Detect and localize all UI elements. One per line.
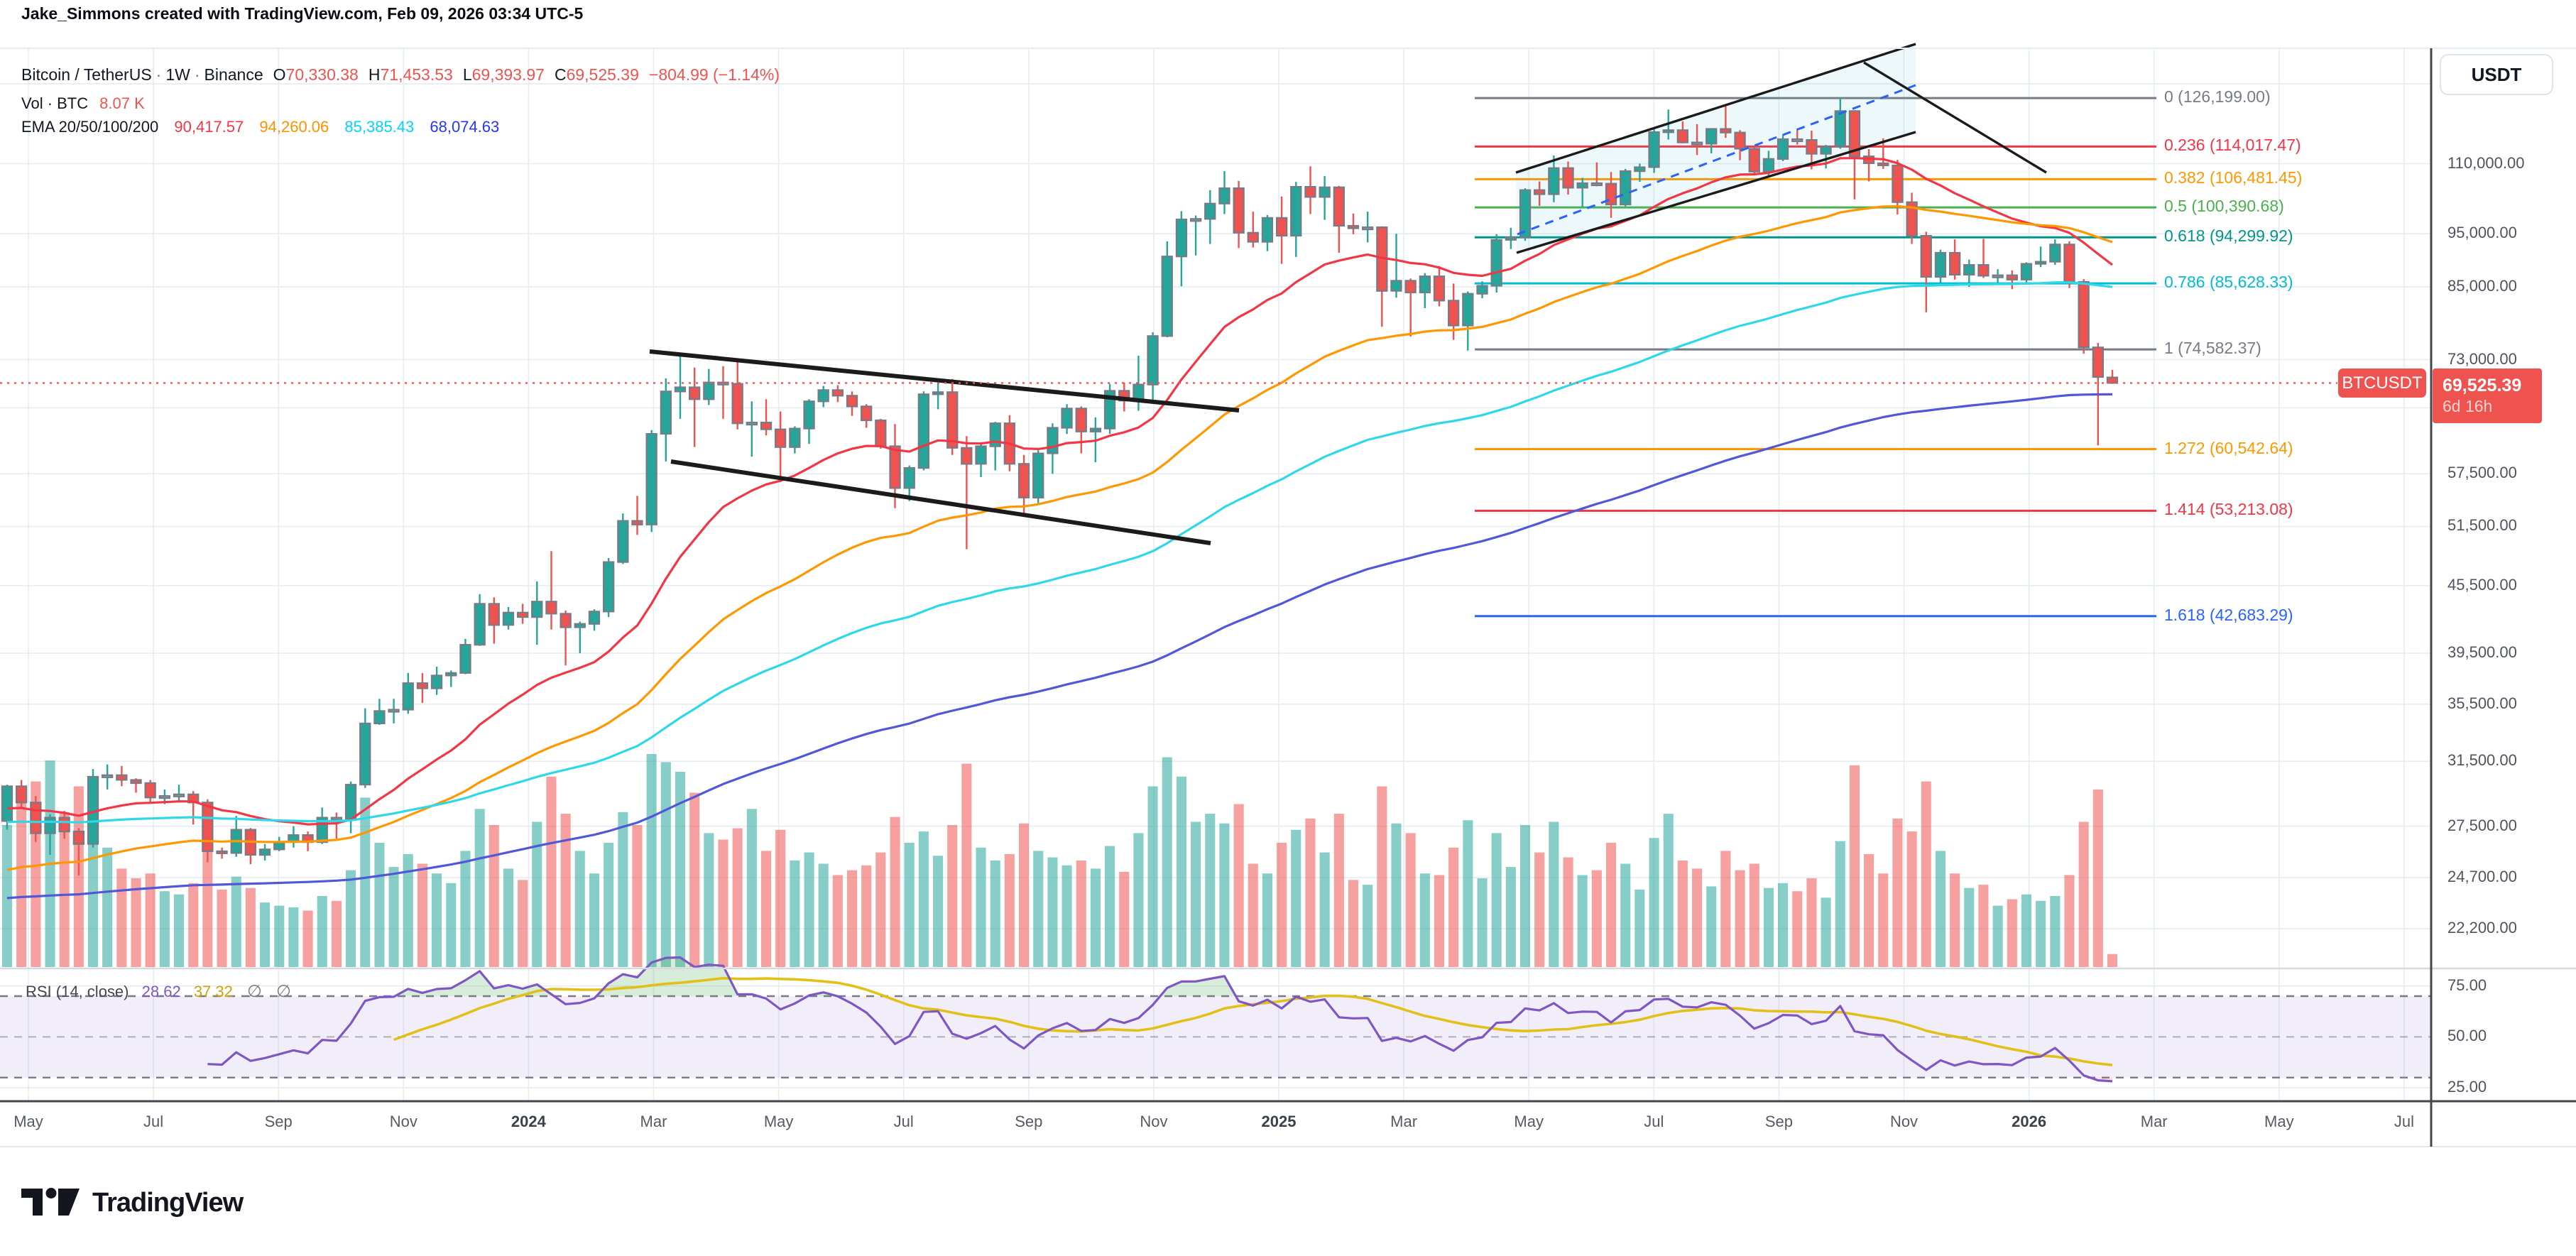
fib-level-label: 0.618 (94,299.92) (2164, 226, 2293, 246)
price-axis-label: 45,500.00 (2447, 575, 2517, 594)
time-axis-label: Nov (1889, 1113, 1919, 1130)
price-axis-label: 57,500.00 (2447, 464, 2517, 482)
time-axis-label: 2026 (2012, 1113, 2047, 1130)
ema-legend-row[interactable]: EMA 20/50/100/200 90,417.57 94,260.06 85… (21, 118, 499, 136)
symbol-legend-row[interactable]: Bitcoin / TetherUS · 1W · Binance O70,330.38 H… (21, 65, 780, 84)
tradingview-logo[interactable]: TradingView (21, 1184, 244, 1221)
change-value: −804.99 (−1.14%) (648, 65, 780, 84)
fib-level-label: 0 (126,199.00) (2164, 87, 2271, 107)
fib-level-label: 1.272 (60,542.64) (2164, 438, 2293, 457)
time-axis-label: Nov (389, 1113, 417, 1130)
fib-level-label: 0.382 (106,481.45) (2164, 168, 2303, 187)
time-axis-label: Jul (2394, 1113, 2414, 1130)
ema200-value: 68,074.63 (430, 118, 500, 136)
low-label: L (462, 65, 472, 84)
price-axis-label: 95,000.00 (2447, 224, 2517, 242)
time-axis-label: Sep (264, 1113, 293, 1130)
high-label: H (368, 65, 381, 84)
rsi-axis-label: 50.00 (2447, 1027, 2487, 1045)
rsi-ma-value: 37.32 (193, 983, 233, 1000)
close-label: C (554, 65, 567, 84)
price-axis-label: 35,500.00 (2447, 694, 2517, 712)
price-axis-label: 39,500.00 (2447, 643, 2517, 661)
high-value: 71,453.53 (380, 65, 453, 84)
price-axis-label: 27,500.00 (2447, 816, 2517, 834)
price-axis-label: 22,200.00 (2447, 918, 2517, 936)
open-value: 70,330.38 (285, 65, 359, 84)
time-gridlines (28, 48, 2405, 1101)
low-value: 69,393.97 (471, 65, 545, 84)
rsi-axis-label: 25.00 (2447, 1078, 2487, 1096)
fib-level-label: 1 (74,582.37) (2164, 339, 2261, 358)
price-gridlines (0, 48, 2431, 929)
time-axis-label: 2024 (511, 1113, 546, 1130)
candlestick-series (1, 98, 2119, 876)
price-axis-label: 51,500.00 (2447, 516, 2517, 535)
ema20-value: 90,417.57 (174, 118, 244, 136)
price-axis-label: 110,000.00 (2447, 153, 2525, 172)
symbol-interval: 1W (165, 65, 190, 84)
symbol-exchange: Binance (204, 65, 263, 84)
tradingview-logo-text: TradingView (92, 1187, 244, 1218)
ema-label: EMA 20/50/100/200 (21, 118, 159, 136)
time-axis-label: Mar (640, 1113, 667, 1130)
volume-label: Vol · BTC (21, 94, 89, 112)
volume-series (1, 754, 2117, 967)
fib-level-label: 0.786 (85,628.33) (2164, 273, 2293, 292)
time-axis-label: 2025 (1261, 1113, 1297, 1130)
volume-value: 8.07 K (99, 94, 145, 112)
price-axis-label: 24,700.00 (2447, 868, 2517, 886)
fib-level-label: 1.618 (42,683.29) (2164, 605, 2293, 624)
time-axis-label: Nov (1140, 1113, 1168, 1130)
symbol-title: Bitcoin / TetherUS (21, 65, 152, 84)
bar-countdown: 6d 16h (2443, 397, 2493, 416)
time-axis-label: May (1514, 1113, 1544, 1130)
time-axis-label: Mar (1390, 1113, 1418, 1130)
symbol-price-flag[interactable]: BTCUSDT (2338, 368, 2426, 398)
currency-toggle-button[interactable]: USDT (2440, 54, 2553, 95)
fib-level-label: 1.414 (53,213.08) (2164, 500, 2293, 519)
close-value: 69,525.39 (566, 65, 639, 84)
ema-lines (6, 157, 2113, 900)
fib-level-label: 0.5 (100,390.68) (2164, 197, 2284, 216)
time-axis-label: Jul (143, 1113, 164, 1130)
time-axis-label: May (2264, 1113, 2294, 1130)
empty-set-icon: ∅ (276, 982, 291, 1001)
rsi-axis-label: 75.00 (2447, 976, 2487, 994)
last-price-axis-label[interactable]: 69,525.39 6d 16h (2433, 368, 2542, 423)
volume-legend-row[interactable]: Vol · BTC 8.07 K (21, 94, 145, 113)
empty-set-icon: ∅ (247, 982, 262, 1001)
fib-level-label: 0.236 (114,017.47) (2164, 136, 2301, 155)
attribution-text: Jake_Simmons created with TradingView.co… (21, 4, 584, 23)
rsi-pane (0, 956, 2431, 1083)
time-axis-label: Mar (2140, 1113, 2168, 1130)
ema100-value: 85,385.43 (344, 118, 415, 136)
trendline-drawings[interactable] (649, 43, 2047, 545)
ema50-value: 94,260.06 (259, 118, 329, 136)
price-axis-label: 73,000.00 (2447, 349, 2517, 368)
tradingview-logo-icon (21, 1188, 80, 1216)
time-axis-label: Sep (1015, 1113, 1043, 1130)
time-axis-label: Sep (1764, 1113, 1793, 1130)
time-axis-label: May (13, 1113, 43, 1130)
price-axis-label: 85,000.00 (2447, 277, 2517, 295)
last-price-value: 69,525.39 (2443, 376, 2522, 396)
rsi-value: 28.62 (141, 983, 181, 1000)
time-axis-label: Jul (1644, 1113, 1664, 1130)
rsi-label: RSI (14, close) (26, 983, 129, 1000)
price-axis-label: 31,500.00 (2447, 751, 2517, 770)
time-axis-label: May (763, 1113, 794, 1130)
time-axis-label: Jul (893, 1113, 914, 1130)
rsi-legend-row[interactable]: RSI (14, close) 28.62 37.32 ∅ ∅ (26, 981, 291, 1002)
open-label: O (273, 65, 286, 84)
